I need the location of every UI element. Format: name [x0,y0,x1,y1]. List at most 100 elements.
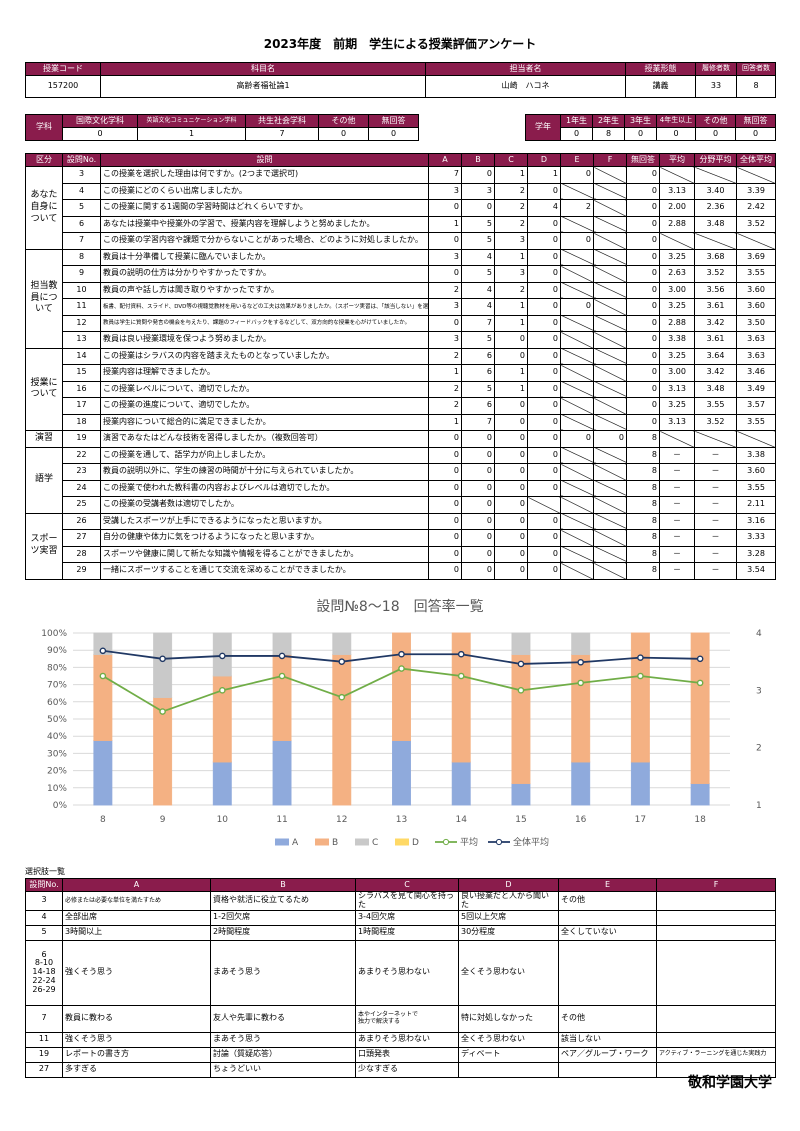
question-no: 22 [62,446,101,464]
section-label: 授業について [25,347,63,431]
empty-cell [560,413,594,431]
value-cell: 3.60 [736,281,776,299]
y-tick-label: 40% [47,732,67,742]
x-tick-label: 15 [515,815,526,825]
value-cell: 0 [461,496,495,514]
question-text: 教員は良い授業環境を保つよう努めましたか。 [100,331,429,349]
value-cell: 1 [527,166,561,184]
value-cell: － [694,545,737,563]
bar-segment [511,654,531,784]
option-cell: その他 [558,891,657,911]
empty-cell [560,397,594,415]
legend-label: 全体平均 [513,836,549,848]
value-cell: 5 [461,215,495,233]
table-row: 5 この授業に関する1週間の学習時間はどれくらいですか。 0 0 2 4 2 0 2.00 2.3… [26,199,776,217]
bar-segment [332,654,352,806]
value-cell: 0 [461,446,495,464]
line-marker [696,655,704,663]
header-cell: その他 [695,114,736,128]
option-cell: ちょうどいい [210,1061,356,1078]
option-cell [656,891,776,911]
header-cell: 履修者数 [695,62,737,76]
option-cell: 教員に教わる [62,1004,211,1033]
value-cell: 0 [626,281,660,299]
value-cell: 2 [494,281,528,299]
option-cell: 3時間以上 [62,924,211,941]
header-cell: B [210,878,356,892]
question-no: 5 [62,199,101,217]
value-cell: 0 [695,127,736,141]
value-cell: 0 [626,397,660,415]
empty-cell [593,215,627,233]
option-cell: 友人や先輩に教わる [210,1004,356,1033]
table-row: 担当教員について 8 教員は十分準備して授業に臨んでいましたか。 3 4 1 0 0 3.25 3… [25,248,776,349]
value-cell: 0 [656,127,696,141]
value-cell: － [694,529,737,547]
question-text: あなたは授業中や授業外の学習で、授業内容を理解しようと努めましたか。 [100,215,429,233]
option-cell: 特に対処しなかった [458,1004,559,1033]
table-row: 25 この授業の受講者数は適切でしたか。 0 0 0 8 －－ 2.11 [26,496,776,514]
value-cell: 8 [626,479,660,497]
empty-cell [694,232,737,250]
option-cell: その他 [558,1004,657,1033]
line-marker [99,647,107,655]
course-table: 授業コード 科目名 担当者名 授業形態 履修者数 回答者数 157200 高齢者福祉論1 山崎 … [25,62,776,98]
value-cell: 0 [626,232,660,250]
table-row: 10 教員の声や話し方は聞き取りやすかったですか。 2 4 2 0 0 3.00 3.56 3.6… [26,281,776,299]
value-cell: 0 [527,281,561,299]
header-cell: D [458,878,559,892]
option-cell: 2時間程度 [210,924,356,941]
value-cell: 2.88 [659,215,695,233]
empty-cell [593,562,627,580]
question-text: 授業内容について総合的に満足できましたか。 [100,413,429,431]
option-cell: 30分程度 [458,924,559,941]
line-marker [159,655,166,663]
empty-cell [659,166,695,184]
value-cell: 0 [494,479,528,497]
bar-segment [630,761,650,806]
header-cell: 平均 [659,153,695,167]
empty-cell [560,248,594,266]
header-cell: 設問 [100,153,429,167]
value-cell: 1 [137,127,246,141]
option-no: 6 8-10 14-18 22-24 26-29 [25,939,63,1006]
question-text: 自分の健康や体力に気をつけるようになったと思いますか。 [100,529,429,547]
empty-cell [560,215,594,233]
value-cell: 3.00 [659,364,695,382]
bar-segment [511,632,531,655]
header-cell: F [593,153,627,167]
option-cell: ディベート [458,1046,559,1063]
y-tick-label: 90% [47,646,67,656]
value-cell: 0 [428,199,462,217]
value-cell: 5 [461,331,495,349]
table-row: 区分 設問No. 設問 A B C D E F 無回答 平均 分野平均 全体平均 [25,153,776,167]
value-cell: 2 [428,347,462,365]
bar-segment [690,783,710,806]
option-cell: 本やインターネットで 独力で解決する [355,1004,459,1033]
option-cell: まあそう思う [210,1031,356,1048]
value-cell: 0 [527,463,561,481]
option-cell [558,1061,657,1078]
empty-cell [593,265,627,283]
header-cell: C [494,153,528,167]
empty-cell [560,529,594,547]
value-cell: － [694,446,737,464]
line-marker [278,672,286,680]
option-cell: あまりそう思わない [355,1031,459,1048]
header-cell: C [355,878,459,892]
y-tick-label: 50% [47,715,67,725]
value-cell: 山崎 ハコネ [425,75,626,98]
value-cell: 3.68 [694,248,737,266]
question-text: この授業はシラバスの内容を踏まえたものとなっていましたか。 [100,347,429,365]
table-row: 9 教員の説明の仕方は分かりやすかったですか。 0 5 3 0 0 2.63 3.52 3.55 [26,265,776,283]
value-cell: 0 [527,182,561,200]
value-cell: 2 [428,281,462,299]
question-no: 27 [62,529,101,547]
value-cell: 2 [428,380,462,398]
empty-cell [560,512,594,530]
value-cell: 0 [428,562,462,580]
option-cell: まあそう思う [210,939,356,1006]
value-cell: 0 [626,347,660,365]
option-cell: 口頭発表 [355,1046,459,1063]
